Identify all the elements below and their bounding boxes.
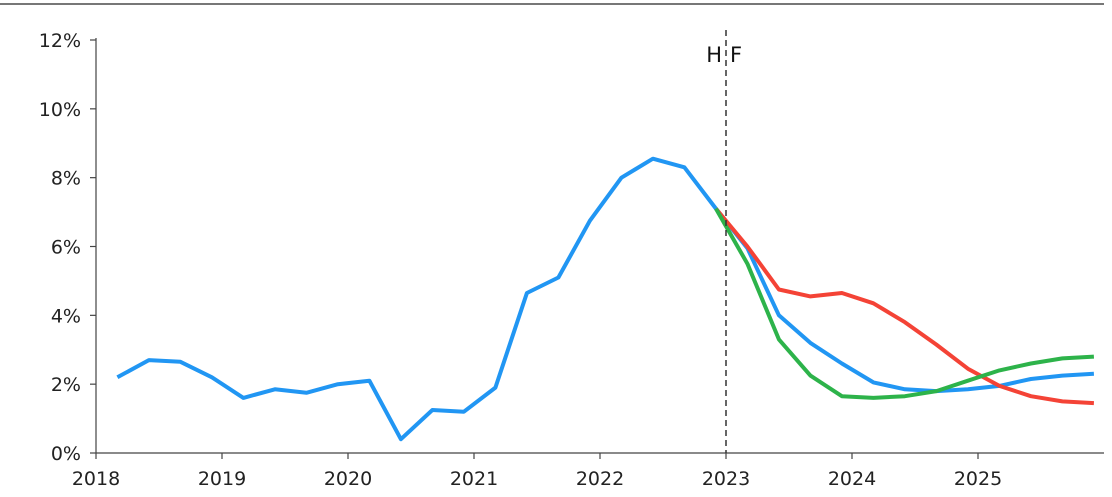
forecast-label: F [730,43,742,67]
x-tick-label: 2019 [198,468,246,490]
x-tick-label: 2021 [450,468,498,490]
x-tick-label: 2020 [324,468,372,490]
y-tick-label: 6% [51,237,81,259]
x-tick-label: 2023 [702,468,750,490]
y-tick-label: 4% [51,305,81,327]
series-lines [116,156,1095,442]
y-tick-label: 10% [39,99,81,121]
x-tick-label: 2018 [72,468,120,490]
axes: 0% 2% 4% 6% 8% 10% 12% 2018 2019 2020 2021 2022 2023… [39,30,1104,490]
y-tick-label: 2% [51,374,81,396]
x-tick-label: 2022 [576,468,624,490]
y-tick-label: 0% [51,443,81,465]
x-tick-label: 2025 [954,468,1002,490]
series-line-3 [714,207,1095,400]
y-tick-label: 8% [51,168,81,190]
series-line-2 [714,207,1095,406]
series-line-1 [116,156,1095,442]
x-tick-label: 2024 [828,468,876,490]
history-label: H [706,43,722,67]
y-tick-label: 12% [39,30,81,52]
